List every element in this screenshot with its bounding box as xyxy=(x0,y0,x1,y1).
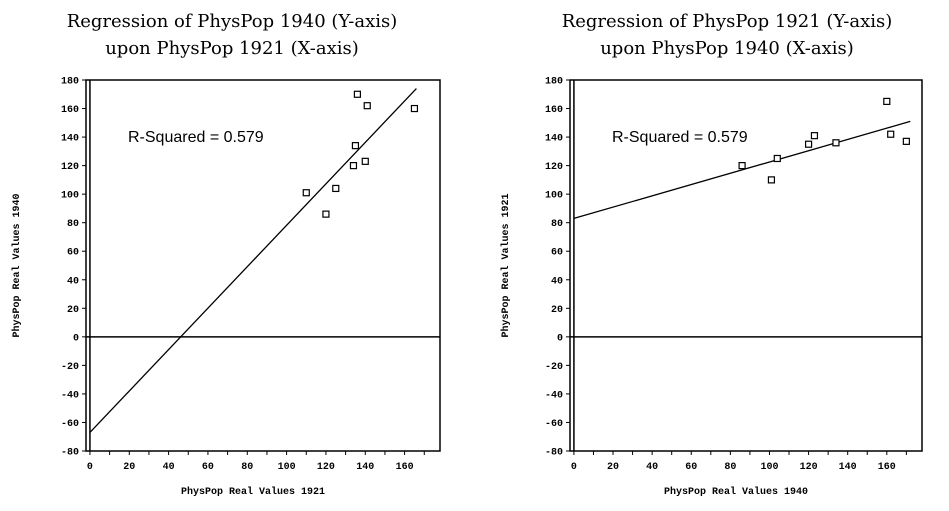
chart-title-line-1: Regression of PhysPop 1940 (Y-axis) xyxy=(66,11,398,32)
x-tick-label: 140 xyxy=(839,462,857,473)
data-point xyxy=(887,130,895,138)
data-point xyxy=(332,184,340,193)
regression-line xyxy=(573,120,911,220)
data-point xyxy=(302,189,310,197)
data-point xyxy=(883,97,891,106)
y-axis-label: PhysPop Real Values 1940 xyxy=(11,193,23,337)
x-tick-label: 40 xyxy=(163,462,175,473)
y-tick-label: -80 xyxy=(545,448,563,459)
chart-title: Regression of PhysPop 1940 (Y-axis) upon… xyxy=(12,8,452,62)
x-tick-label: 100 xyxy=(278,462,296,473)
x-tick-label: 160 xyxy=(396,462,414,473)
r-squared-annotation: R-Squared = 0.579 xyxy=(128,129,264,146)
data-point xyxy=(410,104,419,113)
y-tick-label: 80 xyxy=(67,219,79,230)
y-tick-label: 160 xyxy=(545,105,563,116)
x-tick-label: 120 xyxy=(317,462,335,473)
y-tick-label: -40 xyxy=(545,390,563,401)
scatter-plot: -80 -60 -40 -20 0 20 40 60 80 100 120 140 160 180 0 20 4… xyxy=(500,77,923,498)
y-tick-label: 80 xyxy=(551,219,563,230)
y-tick-label: 180 xyxy=(61,77,79,88)
y-tick-label: 40 xyxy=(67,276,79,287)
x-tick-label: 100 xyxy=(760,462,778,473)
data-point xyxy=(349,162,358,170)
data-point xyxy=(810,132,819,140)
data-point xyxy=(832,139,840,147)
x-tick-label: 20 xyxy=(123,462,135,473)
regression-chart-1921-on-1940: Regression of PhysPop 1921 (Y-axis) upon… xyxy=(475,0,949,511)
y-axis-label: PhysPop Real Values 1921 xyxy=(500,193,512,337)
data-point xyxy=(738,162,746,170)
y-tick-label: 140 xyxy=(61,134,79,145)
data-point xyxy=(322,210,330,218)
chart-title-line-1: Regression of PhysPop 1921 (Y-axis) xyxy=(561,11,893,32)
chart-title-line-2: upon PhysPop 1940 (X-axis) xyxy=(600,38,854,59)
plot-frame xyxy=(569,79,923,452)
x-tick-label: 60 xyxy=(202,462,214,473)
y-tick-label: -20 xyxy=(545,362,563,373)
x-tick-label: 20 xyxy=(607,462,619,473)
x-axis-label: PhysPop Real Values 1940 xyxy=(664,486,808,498)
y-tick-label: -60 xyxy=(61,419,79,430)
x-tick-label: 80 xyxy=(241,462,253,473)
x-tick-label: 140 xyxy=(356,462,374,473)
y-tick-label: 20 xyxy=(551,305,563,316)
y-tick-label: 100 xyxy=(545,191,563,202)
y-tick-label: 120 xyxy=(545,162,563,173)
x-tick-label: 160 xyxy=(878,462,896,473)
y-tick-label: 60 xyxy=(67,248,79,259)
y-tick-label: 0 xyxy=(73,333,79,344)
regression-chart-1940-on-1921: Regression of PhysPop 1940 (Y-axis) upon… xyxy=(11,8,452,498)
y-tick-label: 160 xyxy=(61,105,79,116)
data-point xyxy=(773,154,781,163)
y-tick-label: 100 xyxy=(61,191,79,202)
y-tick-label: 0 xyxy=(557,333,563,344)
x-tick-label: 60 xyxy=(685,462,697,473)
data-point xyxy=(767,176,776,184)
chart-title-line-2: upon PhysPop 1921 (X-axis) xyxy=(105,38,359,59)
x-tick-label: 40 xyxy=(646,462,658,473)
chart-title: Regression of PhysPop 1921 (Y-axis) upon… xyxy=(487,8,949,62)
y-tick-label: 40 xyxy=(551,276,563,287)
x-tick-label: 0 xyxy=(571,462,577,473)
data-point xyxy=(804,140,813,148)
y-tick-label: 120 xyxy=(61,162,79,173)
regression-line xyxy=(89,88,417,433)
y-tick-label: -40 xyxy=(61,390,79,401)
y-tick-label: 20 xyxy=(67,305,79,316)
x-tick-label: 0 xyxy=(87,462,93,473)
scatter-plot: -80 -60 -40 -20 0 20 40 60 80 100 120 140 160 180 0 20 4… xyxy=(11,77,441,498)
data-point xyxy=(353,90,361,98)
x-axis-label: PhysPop Real Values 1921 xyxy=(181,486,325,498)
x-tick-label: 80 xyxy=(724,462,736,473)
y-tick-label: -20 xyxy=(61,362,79,373)
y-tick-label: 180 xyxy=(545,77,563,88)
data-point xyxy=(351,142,360,150)
data-point xyxy=(363,102,371,110)
y-tick-label: 60 xyxy=(551,248,563,259)
x-tick-label: 120 xyxy=(800,462,818,473)
data-point xyxy=(902,137,910,145)
data-point xyxy=(361,157,369,165)
y-tick-label: -60 xyxy=(545,419,563,430)
plot-frame xyxy=(85,79,441,452)
y-tick-label: 140 xyxy=(545,134,563,145)
y-tick-label: -80 xyxy=(61,448,79,459)
r-squared-annotation: R-Squared = 0.579 xyxy=(612,129,748,146)
